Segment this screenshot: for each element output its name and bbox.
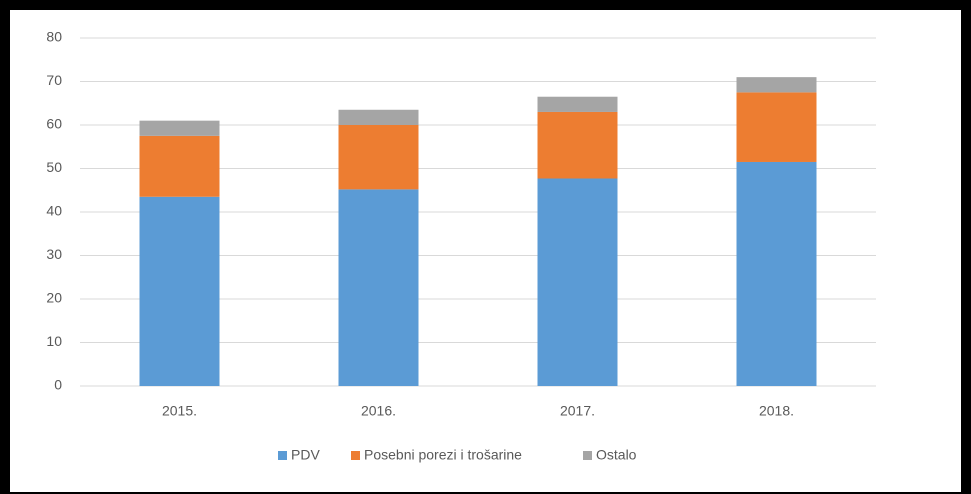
bar — [338, 125, 419, 190]
x-tick-label: 2017. — [560, 403, 595, 419]
legend-label: PDV — [291, 447, 320, 463]
y-tick-label: 50 — [46, 159, 62, 175]
bar — [736, 161, 817, 386]
y-tick-label: 80 — [46, 29, 62, 45]
legend-swatch — [583, 451, 592, 460]
bar — [139, 120, 220, 136]
x-tick-label: 2018. — [759, 403, 794, 419]
y-tick-label: 30 — [46, 246, 62, 262]
legend-label: Ostalo — [596, 447, 637, 463]
bar — [537, 96, 618, 112]
bar — [736, 77, 817, 93]
y-tick-label: 60 — [46, 116, 62, 132]
bar — [139, 196, 220, 386]
y-tick-label: 0 — [54, 377, 62, 393]
y-tick-label: 10 — [46, 333, 62, 349]
y-tick-label: 70 — [46, 72, 62, 88]
y-tick-label: 40 — [46, 203, 62, 219]
y-tick-label: 20 — [46, 290, 62, 306]
x-tick-label: 2015. — [162, 403, 197, 419]
legend-label: Posebni porezi i trošarine — [364, 447, 522, 463]
bar — [736, 92, 817, 162]
bar — [338, 109, 419, 125]
x-tick-label: 2016. — [361, 403, 396, 419]
legend-swatch — [278, 451, 287, 460]
legend-swatch — [351, 451, 360, 460]
bar — [537, 178, 618, 386]
bar — [537, 111, 618, 179]
bar — [139, 135, 220, 197]
bar — [338, 189, 419, 386]
